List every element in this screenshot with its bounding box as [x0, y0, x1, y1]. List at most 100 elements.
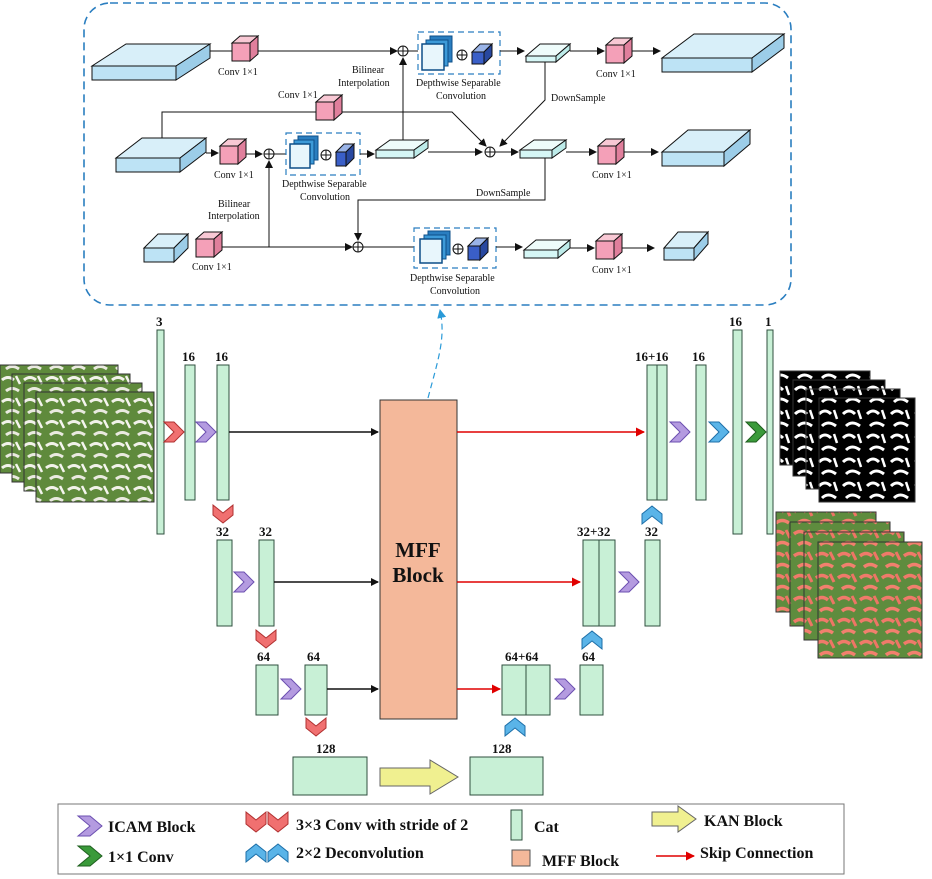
feature-map-1ch	[766, 329, 774, 535]
slab-row3-mid	[522, 238, 572, 260]
stride-conv-chevron-1	[212, 503, 234, 524]
legend-cat-symbol	[510, 809, 523, 841]
stride-conv-chevron-2	[255, 628, 277, 649]
legend-kan: KAN Block	[704, 813, 783, 830]
dsc-label-1b: Convolution	[436, 91, 486, 102]
legend-deconv-symbol	[245, 843, 289, 864]
mff-block	[379, 399, 458, 720]
feature-map-16-cat-b	[656, 364, 668, 501]
channel-label-32-32: 32+32	[577, 524, 610, 539]
conv1x1-cube-shortcut	[314, 93, 344, 122]
conv1x1-label-row1: Conv 1×1	[218, 67, 258, 78]
legend-deconv: 2×2 Deconvolution	[296, 845, 424, 862]
conv1x1-cube-row3-out	[594, 232, 624, 261]
conv1x1-label-row2: Conv 1×1	[214, 170, 254, 181]
slab-row2-post	[518, 139, 568, 159]
feature-map-128-dec	[469, 756, 544, 796]
legend-conv1x1: 1×1 Conv	[108, 849, 174, 866]
mff-label-2: Block	[392, 563, 444, 587]
slab-row1-output	[660, 33, 786, 73]
plus-node-row1	[397, 45, 409, 57]
stride-conv-chevron-3	[305, 716, 327, 737]
dsc-block-2	[285, 132, 361, 176]
slab-row2-mid	[374, 139, 430, 159]
channel-label-32-dec: 32	[645, 524, 658, 539]
feature-map-64-dec	[579, 664, 604, 716]
feature-map-64a	[255, 664, 279, 716]
legend-conv1x1-symbol	[76, 845, 103, 867]
channel-label-64a: 64	[257, 649, 271, 664]
channel-label-16-final: 16	[729, 314, 743, 329]
feature-map-64-cat-b	[525, 664, 551, 716]
channel-label-128-enc: 128	[316, 741, 336, 756]
feature-map-32-cat-b	[598, 539, 616, 627]
slab-row2-input	[114, 136, 208, 174]
legend-stride-conv: 3×3 Conv with stride of 2	[296, 817, 468, 834]
feature-map-64b	[304, 664, 328, 716]
kan-arrow	[379, 759, 459, 795]
dsc-label-3b: Convolution	[430, 286, 480, 297]
feature-map-16-dec	[695, 364, 707, 501]
feature-map-3ch	[156, 329, 165, 535]
dsc-block-3	[413, 227, 497, 269]
channel-label-32b: 32	[259, 524, 272, 539]
mff-label-1: MFF	[395, 538, 440, 562]
dsc-label-2a: Depthwise Separable	[282, 179, 367, 190]
deconv-chevron-2	[581, 630, 603, 651]
conv1x1-chevron	[744, 421, 767, 443]
deconv-chevron-3	[641, 505, 663, 526]
conv1x1-cube-row1-out	[604, 36, 634, 65]
icam-chevron-1	[194, 421, 217, 443]
icam-chevron-5	[617, 571, 640, 593]
slab-row1-mid	[524, 42, 572, 64]
conv1x1-label-shortcut: Conv 1×1	[278, 90, 318, 101]
channel-label-1: 1	[765, 314, 772, 329]
conv1x1-cube-row1	[230, 34, 260, 63]
feature-map-16b	[216, 364, 230, 501]
deconv-chevron-1	[504, 717, 526, 738]
legend-icam-symbol	[76, 815, 103, 837]
mff-detail-frame	[83, 2, 792, 306]
channel-label-64-64: 64+64	[505, 649, 539, 664]
stride-conv-chevron-enc-0	[162, 421, 185, 443]
feature-map-16-final	[732, 329, 743, 535]
downsample-label-2: DownSample	[476, 188, 531, 199]
plus-node-row2-merge	[484, 146, 496, 158]
input-image-stack	[0, 364, 155, 503]
icam-chevron-3	[279, 678, 302, 700]
legend-icam: ICAM Block	[108, 819, 196, 836]
bilinear-label-2b: Interpolation	[208, 211, 260, 222]
slab-row3-input	[142, 232, 190, 264]
deconv-chevron-4	[707, 421, 730, 443]
feature-map-32-dec	[644, 539, 661, 627]
bilinear-label-1b: Interpolation	[338, 78, 390, 89]
plus-node-row3	[352, 241, 364, 253]
legend-mff-symbol	[511, 849, 531, 867]
feature-map-16a	[184, 364, 196, 501]
mff-detail-link	[427, 309, 447, 399]
dsc-block-1	[417, 31, 501, 75]
conv1x1-label-row2-out: Conv 1×1	[592, 170, 632, 181]
dsc-label-3a: Depthwise Separable	[410, 273, 495, 284]
channel-label-16b: 16	[215, 349, 229, 364]
bilinear-label-1a: Bilinear	[352, 65, 385, 76]
slab-row1-input	[90, 43, 212, 81]
conv1x1-label-row3-out: Conv 1×1	[592, 265, 632, 276]
channel-label-3: 3	[156, 314, 163, 329]
feature-map-32-cat-a	[582, 539, 600, 627]
legend-stride-symbol	[245, 810, 289, 833]
legend-skip: Skip Connection	[700, 845, 813, 862]
output-mask-stack	[779, 370, 916, 503]
channel-label-64-dec: 64	[582, 649, 596, 664]
conv1x1-cube-row2-out	[596, 137, 626, 166]
icam-chevron-6	[668, 421, 691, 443]
channel-label-16a: 16	[182, 349, 196, 364]
feature-map-16-cat-a	[646, 364, 658, 501]
icam-chevron-2	[232, 571, 255, 593]
feature-map-32a	[216, 539, 233, 627]
slab-row2-output	[660, 128, 752, 168]
legend-box	[57, 803, 845, 875]
feature-map-128-enc	[292, 756, 368, 796]
